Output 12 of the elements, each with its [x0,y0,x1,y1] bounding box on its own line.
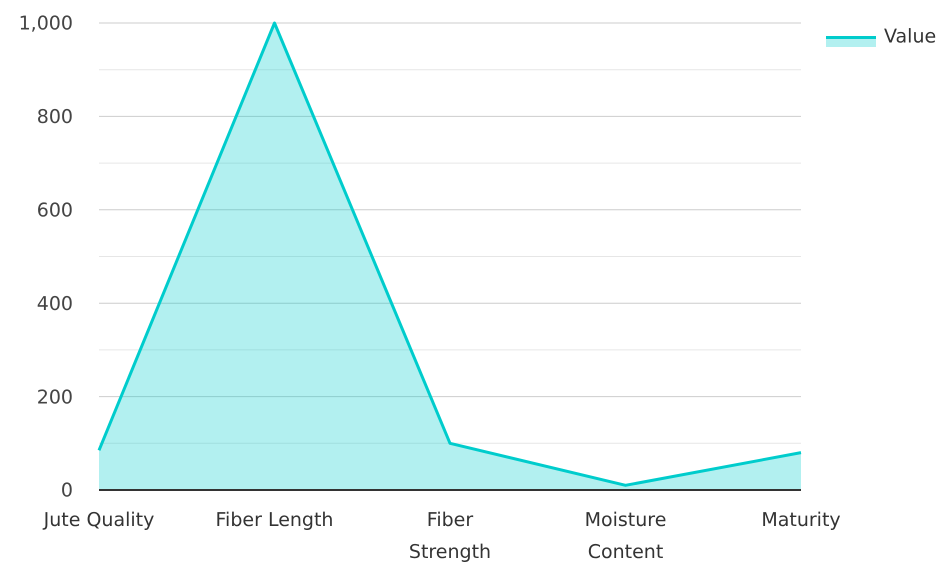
x-tick-label: Fiber Length [216,509,334,531]
y-tick-label: 0 [60,480,73,502]
y-tick-label: 1,000 [18,12,73,35]
x-tick-label: Moisture Content [584,509,666,563]
y-tick-label: 800 [36,106,73,128]
y-tick-label: 400 [36,292,73,315]
x-tick-label: Maturity [761,509,841,531]
y-tick-label: 600 [36,199,73,222]
x-tick-label: Jute Quality [42,509,154,531]
y-tick-label: 200 [36,386,73,408]
x-tick-label: Fiber Strength [408,509,492,563]
legend-label: Value [884,26,936,48]
